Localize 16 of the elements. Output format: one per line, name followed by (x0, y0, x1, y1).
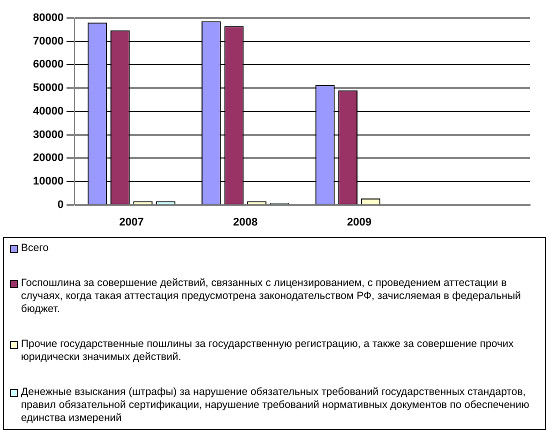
y-tick-label: 70000 (32, 35, 64, 48)
y-tick-label: 20000 (32, 152, 64, 164)
legend-label: Всего (21, 242, 49, 255)
y-tick-label: 30000 (32, 128, 64, 141)
legend-label: Прочие государственные пошлины за государственную регистрацию, а также за совершение прочих юридически значимых действий. (21, 338, 515, 364)
y-tick-label: 80000 (32, 12, 64, 24)
y-tick-label: 0 (57, 198, 64, 211)
legend-label: Денежные взыскания (штрафы) за нарушение обязательных требований государственных стандартов, правил обязательной сертификации, нарушение требований нормативных документов по обеспечению единства измерений (21, 386, 530, 425)
x-tick-label: 2007 (119, 216, 144, 228)
x-tick-label: 2009 (346, 216, 372, 228)
y-tick-label: 60000 (32, 58, 64, 71)
x-tick-label: 2008 (233, 216, 258, 228)
legend-label: Госпошлина за совершение действий, связанных с лицензированием, с проведением аттестации в случаях, когда такая аттестация предусмотрена законодательством РФ, зачисляемая в федеральный бюджет. (21, 277, 522, 316)
y-tick-label: 10000 (32, 175, 64, 188)
y-tick-label: 40000 (32, 105, 64, 118)
y-tick-label: 50000 (32, 82, 64, 94)
